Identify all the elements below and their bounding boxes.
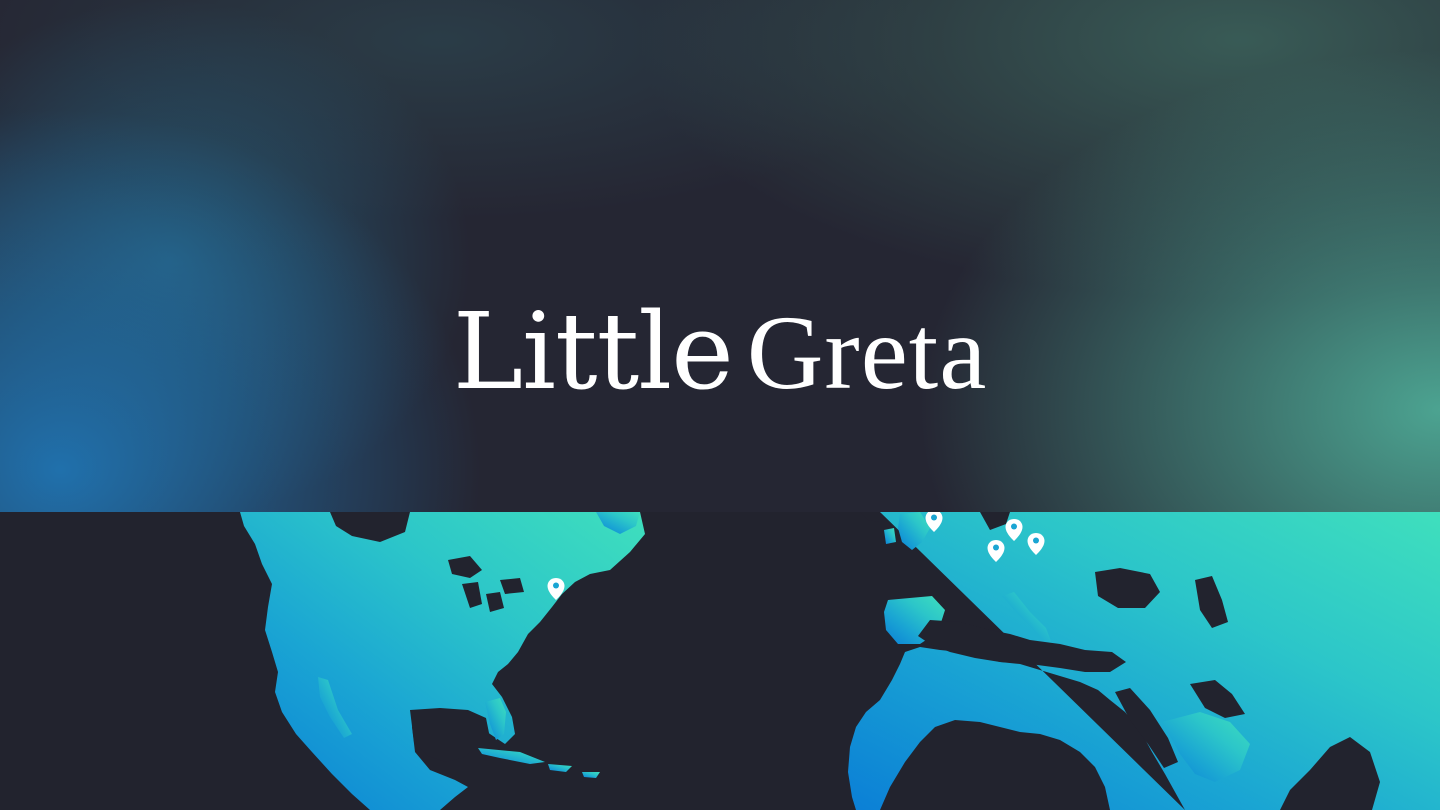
brand-word-little: Little xyxy=(452,290,734,413)
hero-banner: Little Greta xyxy=(0,0,1440,512)
lakes xyxy=(330,512,524,612)
baltic-sea xyxy=(980,512,1010,530)
greenland-iceland xyxy=(596,512,640,534)
caribbean-islands xyxy=(478,748,600,778)
gulf-of-mexico xyxy=(410,708,490,762)
continent-north-america xyxy=(240,512,645,810)
seas xyxy=(860,512,1245,768)
world-map xyxy=(0,512,1440,810)
brand-word-greta: Greta xyxy=(746,294,988,411)
arabia xyxy=(1162,712,1250,782)
brand-logo: Little Greta xyxy=(0,292,1440,413)
